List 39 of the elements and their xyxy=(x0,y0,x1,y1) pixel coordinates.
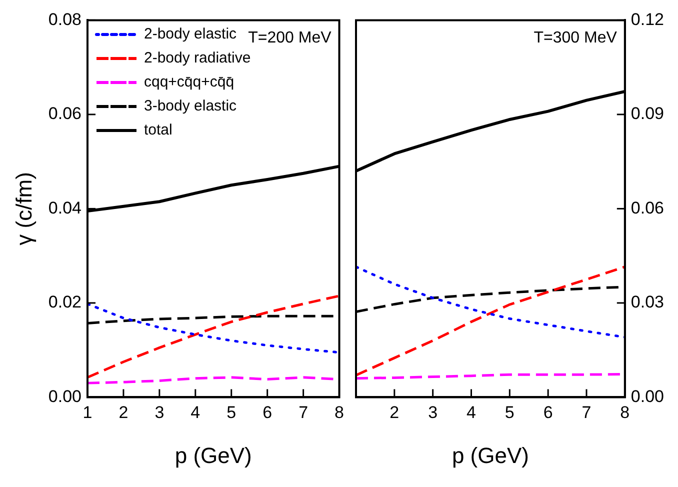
line-series xyxy=(87,294,340,379)
y2-tick-label: 0.00 xyxy=(630,386,664,406)
annotation: T=300 MeV xyxy=(534,30,618,47)
x-tick-label: 4 xyxy=(190,403,200,422)
line-series xyxy=(356,266,625,338)
y-tick-label: 0.04 xyxy=(48,198,82,218)
x-tick-label: 2 xyxy=(390,403,400,422)
x-tick-label: 8 xyxy=(620,403,630,422)
y2-tick-label: 0.03 xyxy=(630,292,664,312)
x-tick-label: 3 xyxy=(154,403,164,422)
legend-label: 2-body radiative xyxy=(144,50,251,67)
x-tick-label: 5 xyxy=(504,403,514,422)
line-series xyxy=(87,302,340,354)
annotation: T=200 MeV xyxy=(248,30,332,47)
x-tick-label: 3 xyxy=(428,403,438,422)
line-series xyxy=(356,266,625,376)
x-tick-label: 4 xyxy=(466,403,476,422)
x-tick-label: 8 xyxy=(334,403,344,422)
legend-label: cqq+cq̄q+cq̄q̄ xyxy=(144,74,234,91)
legend-label: 2-body elastic xyxy=(144,26,238,43)
x-tick-label: 6 xyxy=(543,403,553,422)
legend-label: total xyxy=(144,122,172,139)
y-tick-label: 0.08 xyxy=(48,10,82,29)
y2-tick-label: 0.12 xyxy=(630,10,664,29)
x-tick-label: 2 xyxy=(118,403,128,422)
y-tick-label: 0.06 xyxy=(48,104,82,124)
x-tick-label: 7 xyxy=(582,403,592,422)
x-tick-label: 5 xyxy=(226,403,236,422)
y2-tick-label: 0.09 xyxy=(630,104,664,124)
x-tick-label: 7 xyxy=(298,403,308,422)
y-tick-label: 0.00 xyxy=(48,386,82,406)
x-tick-label: 1 xyxy=(82,403,92,422)
y-axis-title: γ (c/fm) xyxy=(11,172,36,246)
x-axis-title: p (GeV) xyxy=(452,442,529,468)
x-axis-title: p (GeV) xyxy=(174,442,252,468)
legend-label: 3-body elastic xyxy=(144,98,238,115)
x-tick-label: 6 xyxy=(262,403,272,422)
y2-tick-label: 0.06 xyxy=(630,198,664,218)
y-tick-label: 0.02 xyxy=(48,292,82,312)
